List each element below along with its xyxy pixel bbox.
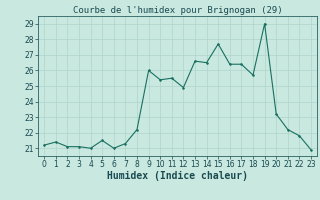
X-axis label: Humidex (Indice chaleur): Humidex (Indice chaleur) xyxy=(107,171,248,181)
Title: Courbe de l'humidex pour Brignogan (29): Courbe de l'humidex pour Brignogan (29) xyxy=(73,6,283,15)
